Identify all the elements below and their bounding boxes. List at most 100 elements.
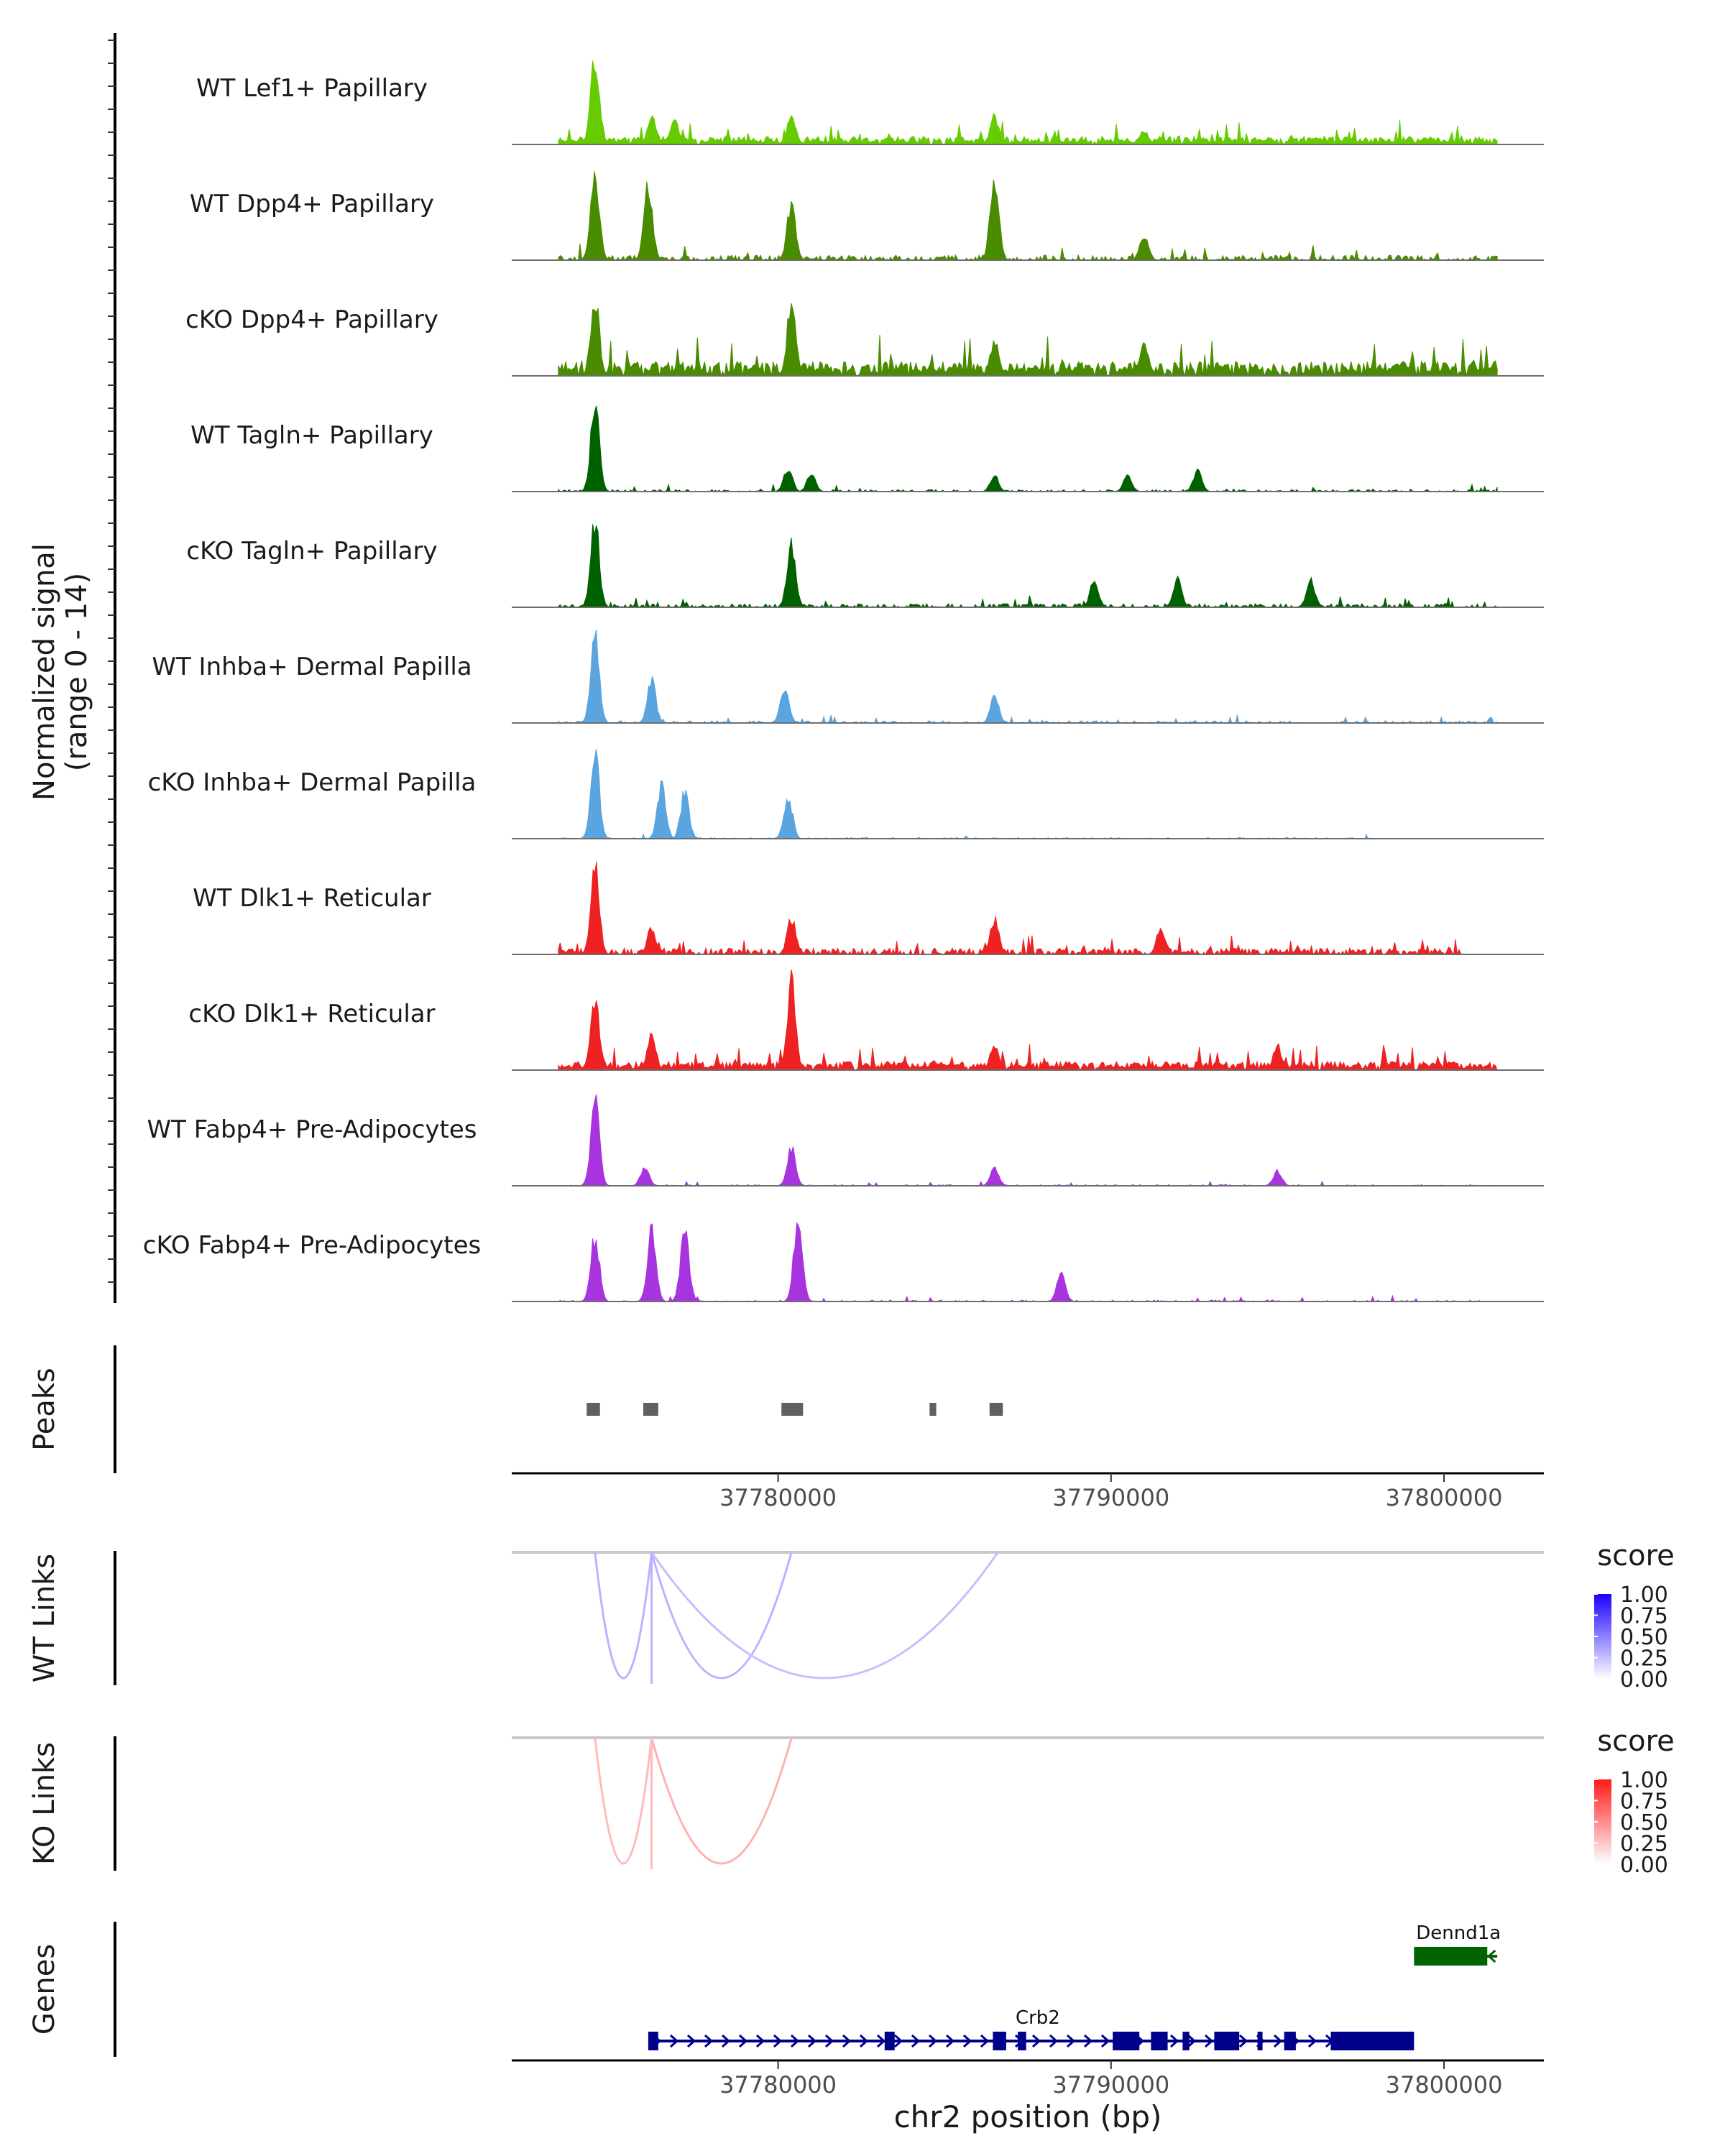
legend-tick-label: 0.25 (1620, 1832, 1668, 1857)
exon (1414, 1947, 1488, 1966)
strand-arrow (669, 2034, 679, 2048)
coverage-track: cKO Dpp4+ Papillary (185, 303, 1544, 377)
track-label: WT Lef1+ Papillary (196, 74, 428, 103)
peak-region (643, 1403, 658, 1416)
legend-title: score (1597, 1539, 1674, 1572)
peak-region (781, 1403, 804, 1416)
legend-tick-label: 1.00 (1620, 1768, 1668, 1793)
peaks-panel: Peaks 37780000 37790000 37800000 (28, 1345, 1544, 1511)
legend-tick-label: 1.00 (1620, 1583, 1668, 1608)
gene-name: Crb2 (1016, 2007, 1060, 2029)
coverage-area (558, 60, 1498, 146)
strand-arrow (686, 2034, 696, 2048)
strand-arrow (911, 2034, 921, 2048)
exon (1284, 2032, 1296, 2050)
coverage-track: cKO Inhba+ Dermal Papilla (148, 749, 1544, 839)
strand-arrow (1307, 2034, 1317, 2048)
gene-name: Dennd1a (1416, 1922, 1501, 1944)
track-label: WT Inhba+ Dermal Papilla (152, 653, 472, 681)
coverage-ylabel-line2: (range 0 - 14) (60, 573, 93, 771)
strand-arrow (773, 2034, 783, 2048)
strand-arrow (1204, 2034, 1214, 2048)
track-label: cKO Dlk1+ Reticular (188, 1000, 435, 1028)
strand-arrow (893, 2034, 903, 2048)
x-axis-title: chr2 position (bp) (894, 2099, 1162, 2134)
gene: Dennd1a (1414, 1922, 1501, 1966)
strand-arrow (945, 2034, 955, 2048)
coverage-track: WT Dlk1+ Reticular (193, 862, 1544, 956)
strand-arrow (1187, 2034, 1197, 2048)
strand-arrow (1169, 2034, 1179, 2048)
coverage-track: WT Fabp4+ Pre-Adipocytes (147, 1094, 1544, 1187)
track-label: WT Tagln+ Papillary (190, 421, 433, 450)
exon (1257, 2032, 1263, 2050)
strand-arrow (1100, 2034, 1110, 2048)
exon (1214, 2032, 1240, 2050)
link-arc (650, 1737, 793, 1865)
peak-region (989, 1403, 1003, 1416)
exon (884, 2032, 895, 2050)
coverage-track: WT Dpp4+ Papillary (190, 171, 1544, 262)
links-panel: WT Links score 1.000.750.500.250.00 (28, 1539, 1675, 1692)
genes-label: Genes (28, 1944, 61, 2035)
coverage-track: cKO Tagln+ Papillary (186, 524, 1544, 609)
link-arc (594, 1552, 653, 1680)
exon (1330, 2032, 1414, 2050)
coverage-track: WT Lef1+ Papillary (196, 60, 1544, 146)
peaks-label: Peaks (28, 1368, 61, 1451)
exon (1113, 2032, 1140, 2050)
coverage-track: cKO Fabp4+ Pre-Adipocytes (143, 1222, 1544, 1302)
legend-tick-label: 0.50 (1620, 1810, 1668, 1835)
strand-arrow (824, 2034, 834, 2048)
x-tick-label-lower: 37790000 (1052, 2071, 1169, 2099)
x-tick-label-upper: 37800000 (1386, 1484, 1503, 1511)
strand-arrow (876, 2034, 886, 2048)
legend-tick-label: 0.75 (1620, 1789, 1668, 1815)
coverage-area (558, 303, 1498, 377)
links-label: KO Links (28, 1742, 61, 1865)
strand-arrow (962, 2034, 972, 2048)
peak-region (586, 1403, 600, 1416)
coverage-track: WT Inhba+ Dermal Papilla (152, 629, 1544, 724)
strand-arrow (704, 2034, 714, 2048)
strand-arrow (807, 2034, 817, 2048)
track-label: cKO Dpp4+ Papillary (185, 305, 438, 334)
track-label: WT Fabp4+ Pre-Adipocytes (147, 1115, 477, 1144)
x-tick-label-upper: 37790000 (1052, 1484, 1169, 1511)
legend-tick-label: 0.00 (1620, 1667, 1668, 1692)
track-label: cKO Fabp4+ Pre-Adipocytes (143, 1231, 482, 1260)
peak-region (929, 1403, 937, 1416)
strand-arrow (790, 2034, 800, 2048)
track-label: cKO Inhba+ Dermal Papilla (148, 768, 477, 797)
strand-arrow (1083, 2034, 1093, 2048)
gene: Crb2 (648, 2007, 1414, 2050)
link-arc (650, 1552, 999, 1680)
strand-arrow (1066, 2034, 1076, 2048)
strand-arrow (842, 2034, 852, 2048)
coverage-track: cKO Dlk1+ Reticular (188, 969, 1544, 1072)
legend-tick-label: 0.25 (1620, 1646, 1668, 1672)
strand-arrow (1487, 1949, 1496, 1963)
coverage-ylabel-line1: Normalized signal (28, 543, 61, 801)
links-label: WT Links (28, 1554, 61, 1682)
legend-tick-label: 0.50 (1620, 1625, 1668, 1650)
exon (1182, 2032, 1190, 2050)
exon (648, 2032, 658, 2050)
link-arc (650, 1552, 793, 1680)
exon (1151, 2032, 1168, 2050)
coverage-track: WT Tagln+ Papillary (190, 405, 1544, 493)
strand-arrow (755, 2034, 765, 2048)
genes-panel: Genes Dennd1a Crb2 37780000 37790000 37800000… (28, 1922, 1544, 2134)
strand-arrow (1049, 2034, 1059, 2048)
strand-arrow (721, 2034, 731, 2048)
track-label: cKO Tagln+ Papillary (186, 537, 437, 566)
x-tick-label-upper: 37780000 (719, 1484, 837, 1511)
coverage-area (558, 171, 1498, 262)
track-label: WT Dlk1+ Reticular (193, 884, 431, 913)
coverage-area (558, 969, 1498, 1072)
strand-arrow (859, 2034, 869, 2048)
x-tick-label-lower: 37780000 (719, 2071, 837, 2099)
strand-arrow (1031, 2034, 1041, 2048)
